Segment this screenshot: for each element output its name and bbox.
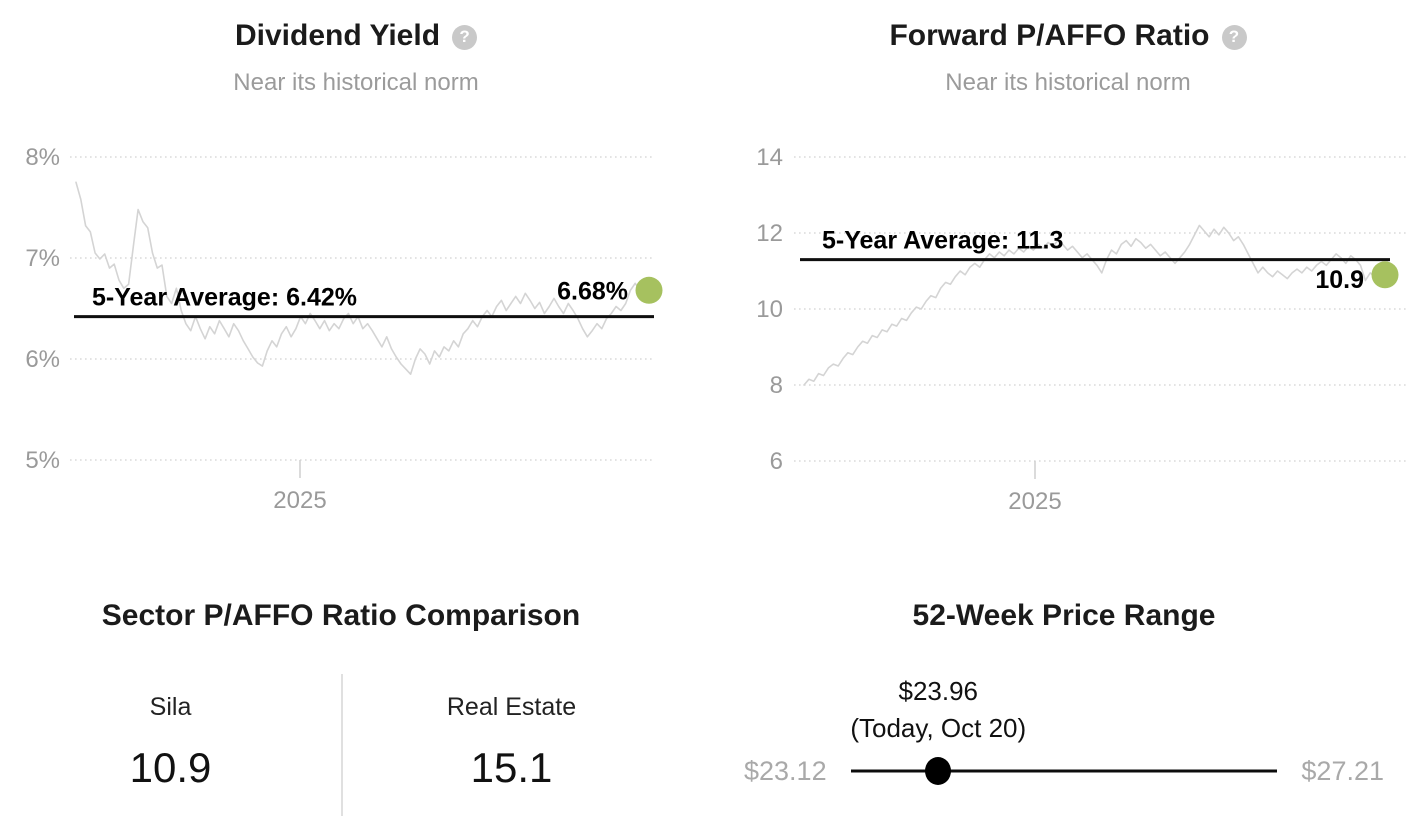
current-price-note: (Today, Oct 20) — [850, 713, 1027, 743]
top-charts-row: Dividend Yield ? Near its historical nor… — [0, 0, 1424, 570]
svg-text:12: 12 — [756, 220, 783, 247]
question-mark-icon[interactable]: ? — [452, 24, 478, 50]
forward-paffo-title-row: Forward P/AFFO Ratio ? — [712, 0, 1424, 58]
svg-text:7%: 7% — [25, 245, 60, 272]
sector-label: Real Estate — [446, 693, 577, 721]
price-range-slider: $23.12 $23.96 (Today, Oct 20) $27.21 — [744, 676, 1384, 826]
forward-paffo-panel: Forward P/AFFO Ratio ? Near its historic… — [712, 0, 1424, 570]
price-range-title: 52-Week Price Range — [912, 599, 1216, 632]
dividend-yield-chart: 8% 7% 6% 5% 2025 5-Year Average: 6.42% 6.68% — [25, 144, 663, 514]
svg-text:6.68%: 6.68% — [557, 277, 628, 305]
current-price-block: $23.96 (Today, Oct 20) — [850, 673, 1026, 747]
company-paffo-value: 10.9 — [129, 744, 212, 791]
bottom-row: Sector P/AFFO Ratio Comparison Sila 10.9… — [0, 570, 1424, 826]
svg-text:5-Year Average: 11.3: 5-Year Average: 11.3 — [822, 227, 1063, 255]
low-price-label: $23.12 — [744, 755, 827, 786]
sector-comparison-columns: Sila 10.9 Real Estate 15.1 — [0, 638, 682, 826]
dividend-yield-subtitle: Near its historical norm — [233, 69, 479, 96]
price-track-wrap: $23.96 (Today, Oct 20) — [850, 676, 1278, 826]
svg-text:2025: 2025 — [273, 487, 326, 514]
price-track-line — [850, 769, 1278, 773]
svg-text:2025: 2025 — [1008, 488, 1061, 515]
svg-text:10.9: 10.9 — [1315, 266, 1364, 294]
sector-paffo-value: 15.1 — [470, 744, 553, 791]
price-range-panel: 52-Week Price Range $23.12 $23.96 (Today… — [712, 570, 1424, 826]
sector-col-company: Sila 10.9 — [0, 692, 341, 792]
dividend-yield-panel: Dividend Yield ? Near its historical nor… — [0, 0, 712, 570]
company-label: Sila — [149, 693, 192, 721]
svg-text:6%: 6% — [25, 346, 60, 373]
vertical-divider — [341, 674, 343, 816]
current-price-dot[interactable] — [925, 757, 952, 785]
svg-text:5-Year Average: 6.42%: 5-Year Average: 6.42% — [92, 284, 357, 312]
svg-text:5%: 5% — [25, 447, 60, 474]
question-mark-icon[interactable]: ? — [1221, 24, 1247, 50]
forward-paffo-chart: 14 12 10 8 6 2025 5-Year Average: 11.3 10.9 — [756, 144, 1407, 515]
dividend-yield-title-row: Dividend Yield ? — [0, 0, 712, 58]
dividend-yield-title: Dividend Yield — [234, 19, 441, 52]
svg-text:8%: 8% — [25, 144, 60, 171]
forward-paffo-title: Forward P/AFFO Ratio — [889, 19, 1210, 52]
svg-text:6: 6 — [770, 448, 783, 475]
sector-comparison-panel: Sector P/AFFO Ratio Comparison Sila 10.9… — [0, 570, 712, 826]
high-price-label: $27.21 — [1301, 755, 1384, 786]
current-price-value: $23.96 — [898, 676, 979, 706]
forward-paffo-subtitle: Near its historical norm — [945, 69, 1191, 96]
sector-comparison-title: Sector P/AFFO Ratio Comparison — [101, 599, 581, 632]
sector-col-sector: Real Estate 15.1 — [341, 692, 682, 792]
svg-text:10: 10 — [756, 296, 783, 323]
svg-text:14: 14 — [756, 144, 783, 171]
sector-grid: Sila 10.9 Real Estate 15.1 — [0, 638, 682, 792]
svg-text:8: 8 — [770, 372, 783, 399]
